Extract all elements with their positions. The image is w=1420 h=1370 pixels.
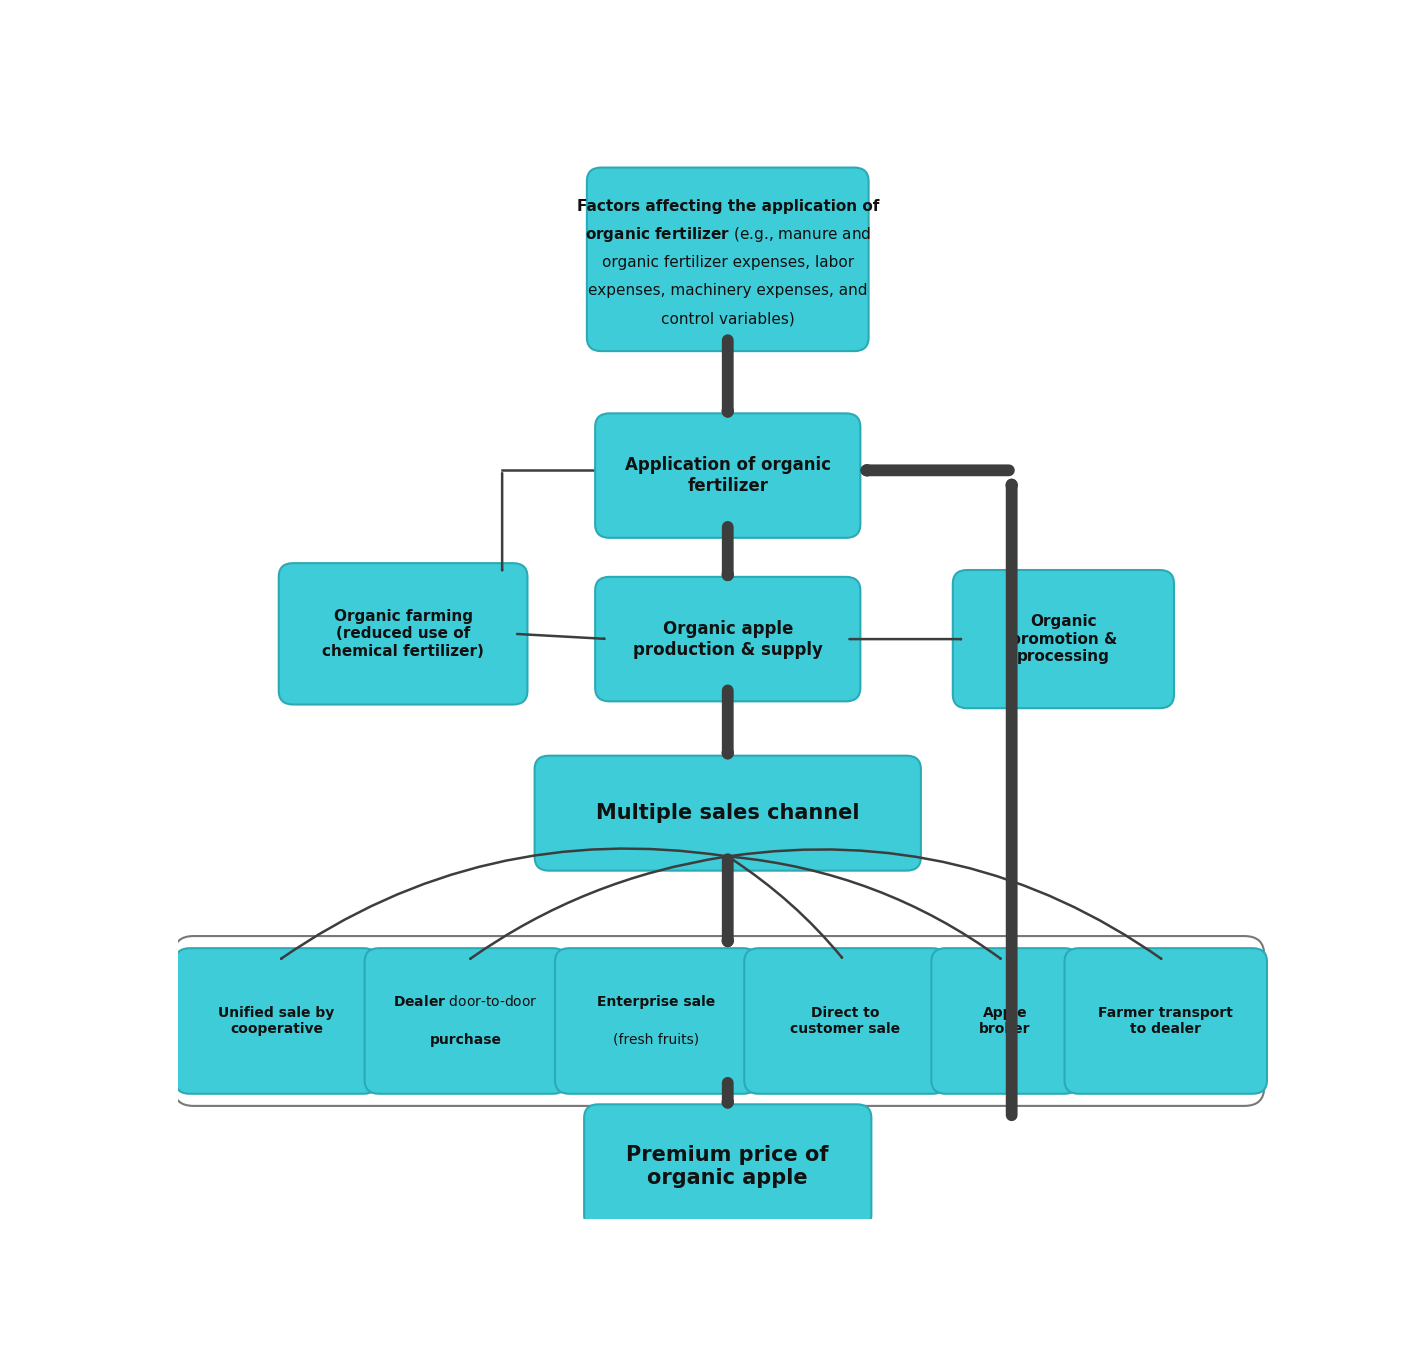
FancyBboxPatch shape [173, 936, 1264, 1106]
FancyArrowPatch shape [470, 856, 726, 959]
Text: Organic apple
production & supply: Organic apple production & supply [633, 619, 822, 659]
Text: Organic farming
(reduced use of
chemical fertilizer): Organic farming (reduced use of chemical… [322, 608, 484, 659]
Text: Factors affecting the application of: Factors affecting the application of [577, 199, 879, 214]
FancyBboxPatch shape [584, 1104, 872, 1229]
FancyArrowPatch shape [281, 848, 726, 959]
Text: Organic
promotion &
processing: Organic promotion & processing [1010, 614, 1118, 664]
Text: Multiple sales channel: Multiple sales channel [596, 803, 859, 823]
Text: Apple
broker: Apple broker [980, 1006, 1031, 1036]
Text: Application of organic
fertilizer: Application of organic fertilizer [625, 456, 831, 495]
Text: purchase: purchase [430, 1033, 501, 1047]
FancyBboxPatch shape [932, 948, 1079, 1093]
FancyBboxPatch shape [365, 948, 567, 1093]
Text: Premium price of
organic apple: Premium price of organic apple [626, 1145, 829, 1188]
FancyBboxPatch shape [595, 414, 861, 538]
FancyArrowPatch shape [730, 849, 1162, 959]
Text: Enterprise sale: Enterprise sale [596, 995, 716, 1008]
FancyArrowPatch shape [517, 634, 605, 638]
Text: Farmer transport
to dealer: Farmer transport to dealer [1098, 1006, 1233, 1036]
Text: Direct to
customer sale: Direct to customer sale [791, 1006, 900, 1036]
Text: control variables): control variables) [660, 312, 795, 327]
FancyBboxPatch shape [1065, 948, 1267, 1093]
Text: $\bf{organic\ fertilizer}$ (e.g., manure and: $\bf{organic\ fertilizer}$ (e.g., manure… [585, 225, 870, 244]
Text: Unified sale by
cooperative: Unified sale by cooperative [219, 1006, 335, 1036]
FancyBboxPatch shape [953, 570, 1174, 708]
FancyArrowPatch shape [730, 858, 842, 958]
FancyBboxPatch shape [744, 948, 947, 1093]
Text: expenses, machinery expenses, and: expenses, machinery expenses, and [588, 284, 868, 299]
FancyArrowPatch shape [730, 856, 1001, 959]
FancyBboxPatch shape [586, 167, 869, 351]
FancyBboxPatch shape [278, 563, 527, 704]
FancyBboxPatch shape [555, 948, 757, 1093]
FancyBboxPatch shape [175, 948, 378, 1093]
Text: $\bf{Dealer}$ door-to-door: $\bf{Dealer}$ door-to-door [393, 995, 538, 1010]
FancyBboxPatch shape [534, 756, 922, 871]
Text: organic fertilizer expenses, labor: organic fertilizer expenses, labor [602, 255, 853, 270]
Text: (fresh fruits): (fresh fruits) [613, 1033, 699, 1047]
FancyBboxPatch shape [595, 577, 861, 701]
